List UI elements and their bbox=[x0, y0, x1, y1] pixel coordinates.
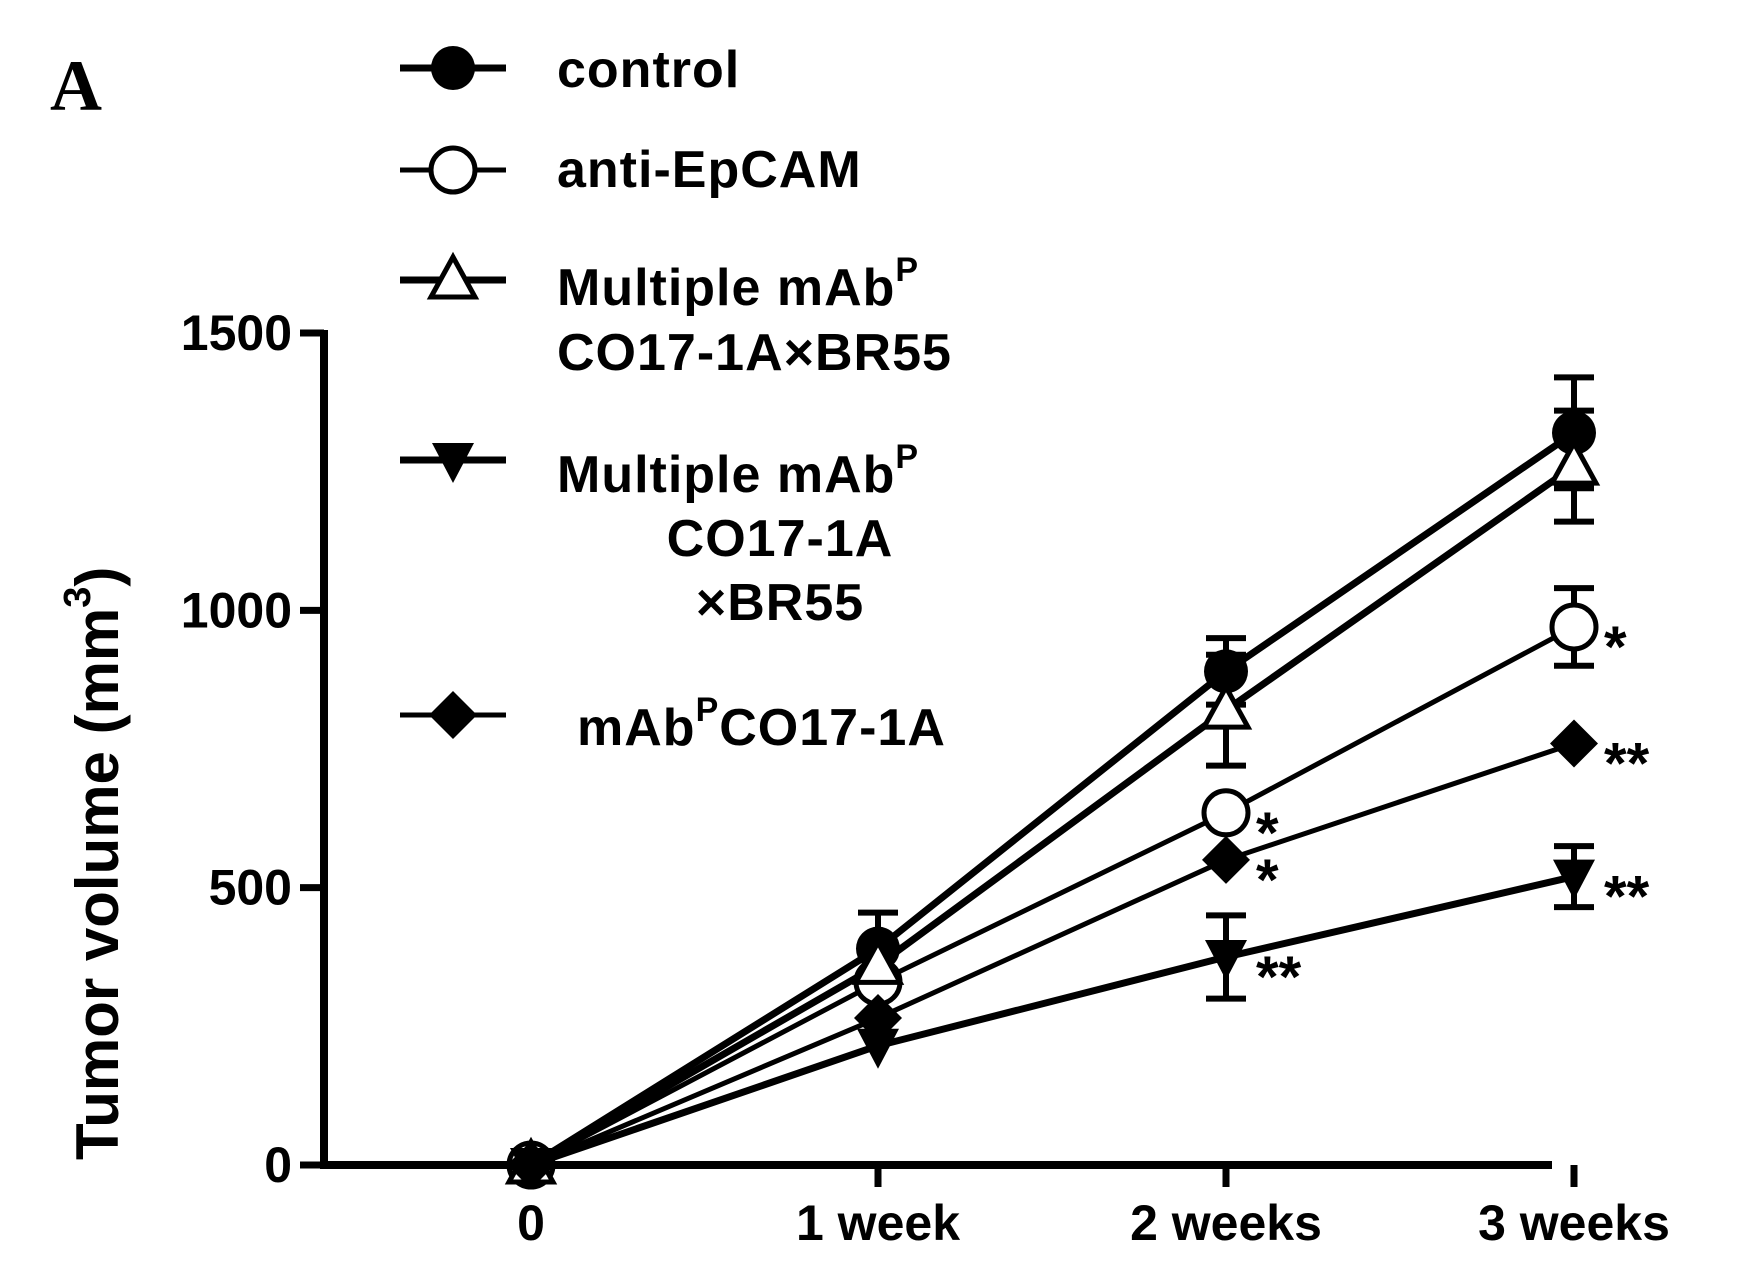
y-axis-label: Tumor volume (mm3) bbox=[57, 567, 131, 1160]
significance-label: ** bbox=[1256, 945, 1302, 1010]
y-tick-label: 1500 bbox=[181, 305, 292, 361]
data-point bbox=[851, 937, 905, 985]
series-5: *** bbox=[507, 719, 1650, 1189]
legend-marker bbox=[428, 145, 478, 195]
legend-label: Multiple mAbP bbox=[557, 251, 919, 317]
series-line bbox=[530, 741, 1575, 1168]
legend-label: CO17-1A bbox=[667, 510, 894, 568]
significance-label: ** bbox=[1604, 731, 1650, 796]
x-tick-label: 0 bbox=[517, 1195, 545, 1251]
legend-label: mAbPCO17-1A bbox=[577, 691, 946, 757]
legend-marker bbox=[429, 691, 477, 739]
panel-label: A bbox=[50, 46, 102, 126]
data-point bbox=[507, 1141, 555, 1189]
x-tick-label: 2 weeks bbox=[1130, 1195, 1322, 1251]
data-point bbox=[1202, 835, 1250, 884]
legend-label: CO17-1A×BR55 bbox=[557, 324, 952, 382]
y-tick-label: 1000 bbox=[181, 582, 292, 638]
series-line bbox=[529, 624, 1576, 1168]
series-line bbox=[529, 429, 1576, 1168]
series-line bbox=[529, 463, 1577, 1169]
significance-label: * bbox=[1256, 848, 1279, 913]
series-4: ** ** bbox=[510, 843, 1650, 1188]
legend-item-3: Multiple mAbP CO17-1A×BR55 bbox=[400, 251, 952, 382]
data-point bbox=[1199, 681, 1253, 730]
legend-label: control bbox=[557, 41, 740, 99]
legend-label: ×BR55 bbox=[696, 574, 864, 632]
series-layer: ********* bbox=[504, 374, 1650, 1190]
data-point bbox=[1205, 940, 1247, 980]
legend-marker bbox=[426, 251, 480, 300]
data-point bbox=[1549, 602, 1599, 652]
data-point bbox=[1547, 437, 1601, 486]
data-point bbox=[854, 994, 902, 1043]
data-point bbox=[1553, 859, 1595, 900]
significance-label: ** bbox=[1604, 865, 1650, 930]
legend-item-4: Multiple mAbP CO17-1A ×BR55 bbox=[400, 438, 919, 632]
data-point bbox=[857, 1028, 899, 1069]
data-point bbox=[1550, 719, 1598, 768]
legend-item-1: control bbox=[400, 41, 740, 99]
series-2: ** bbox=[506, 585, 1627, 1190]
data-point bbox=[1201, 788, 1251, 838]
legend-marker bbox=[431, 46, 475, 90]
legend-label: anti-EpCAM bbox=[557, 141, 862, 199]
legend-item-2: anti-EpCAM bbox=[400, 141, 862, 199]
legend-item-5: mAbPCO17-1A bbox=[400, 691, 946, 757]
significance-label: * bbox=[1604, 615, 1627, 680]
series-line bbox=[529, 873, 1575, 1169]
axes: 0 500 1000 1500 0 1 week 2 weeks 3 weeks bbox=[181, 305, 1670, 1251]
legend-label: Multiple mAbP bbox=[557, 438, 919, 504]
x-tick-label: 3 weeks bbox=[1478, 1195, 1670, 1251]
legend-marker bbox=[432, 443, 474, 483]
y-tick-label: 500 bbox=[209, 860, 292, 916]
y-tick-label: 0 bbox=[264, 1137, 292, 1193]
x-tick-label: 1 week bbox=[796, 1195, 960, 1251]
